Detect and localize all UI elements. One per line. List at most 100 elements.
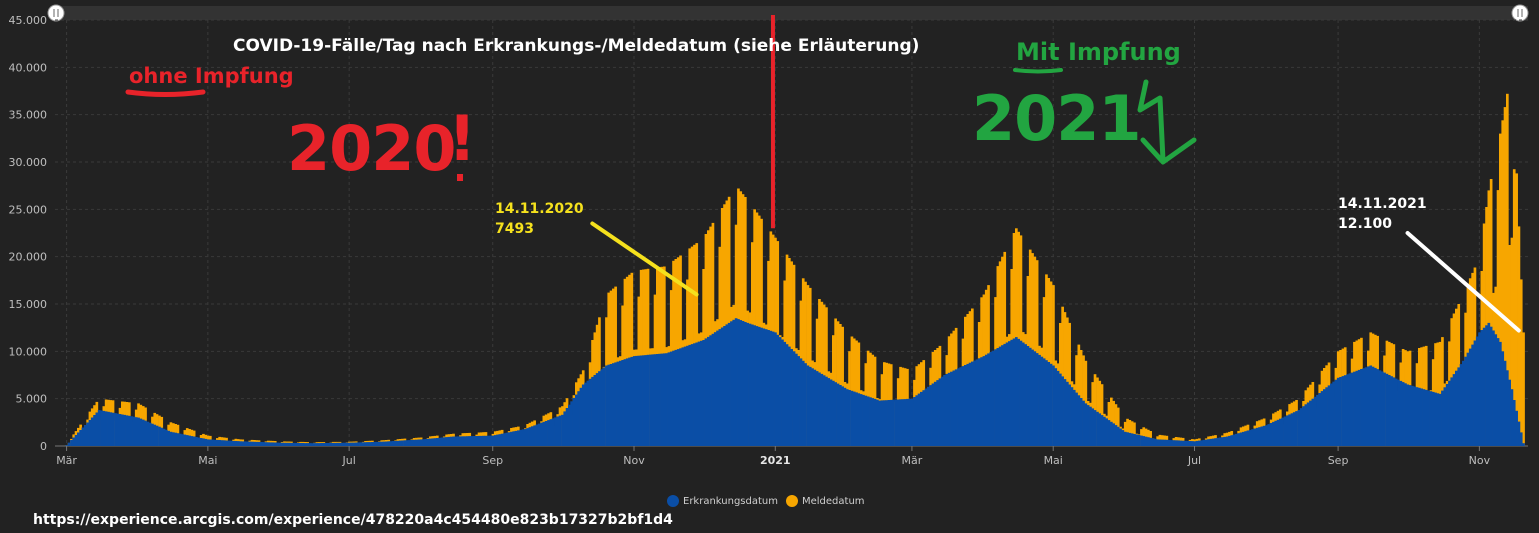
bar-erkrankungsdatum-1043 [1021, 342, 1025, 446]
bar-erkrankungsdatum-1213 [1415, 387, 1419, 446]
bar-erkrankungsdatum-1205 [1397, 379, 1400, 446]
bar-erkrankungsdatum-845 [563, 411, 567, 446]
bar-erkrankungsdatum-753 [350, 442, 353, 446]
bar-erkrankungsdatum-1172 [1320, 391, 1324, 446]
bar-erkrankungsdatum-935 [771, 331, 775, 446]
bar-erkrankungsdatum-861 [600, 369, 604, 446]
bar-erkrankungsdatum-1032 [996, 348, 1000, 446]
bar-erkrankungsdatum-802 [463, 436, 467, 446]
bar-erkrankungsdatum-828 [524, 429, 527, 446]
bar-erkrankungsdatum-875 [632, 356, 636, 446]
bar-erkrankungsdatum-968 [848, 390, 851, 446]
bar-erkrankungsdatum-838 [547, 420, 550, 446]
bar-meldedatum-622 [1506, 93, 1509, 447]
bar-erkrankungsdatum-778 [408, 440, 411, 446]
bar-erkrankungsdatum-947 [799, 358, 803, 446]
bar-erkrankungsdatum-965 [841, 386, 844, 446]
bar-erkrankungsdatum-1259 [1522, 443, 1525, 446]
bar-erkrankungsdatum-1075 [1096, 411, 1099, 446]
bar-erkrankungsdatum-672 [162, 428, 166, 446]
bar-meldedatum-293 [744, 197, 747, 446]
bar-erkrankungsdatum-954 [815, 371, 819, 446]
bar-erkrankungsdatum-673 [165, 429, 168, 446]
bar-erkrankungsdatum-645 [100, 410, 103, 446]
bar-erkrankungsdatum-711 [253, 441, 256, 446]
bar-erkrankungsdatum-808 [477, 435, 481, 446]
bar-meldedatum-618 [1496, 190, 1500, 446]
bar-erkrankungsdatum-969 [850, 390, 854, 446]
bar-erkrankungsdatum-774 [398, 440, 402, 446]
source-url[interactable]: https://experience.arcgis.com/experience… [33, 512, 673, 528]
bar-meldedatum-628 [1519, 279, 1523, 446]
bar-erkrankungsdatum-793 [442, 437, 446, 446]
bar-erkrankungsdatum-887 [660, 353, 664, 446]
bar-erkrankungsdatum-1026 [982, 356, 986, 446]
bar-erkrankungsdatum-985 [887, 400, 891, 446]
bar-erkrankungsdatum-853 [581, 384, 585, 446]
bar-erkrankungsdatum-973 [859, 394, 863, 446]
bar-erkrankungsdatum-1169 [1313, 396, 1317, 446]
bar-erkrankungsdatum-882 [649, 354, 652, 446]
bar-erkrankungsdatum-649 [109, 412, 113, 446]
bar-erkrankungsdatum-1114 [1186, 440, 1190, 446]
bar-erkrankungsdatum-1081 [1110, 421, 1113, 446]
bar-erkrankungsdatum-1181 [1341, 376, 1345, 446]
bar-erkrankungsdatum-754 [352, 442, 356, 446]
bar-erkrankungsdatum-1234 [1464, 356, 1467, 446]
exclamation-dot [457, 174, 463, 181]
bar-erkrankungsdatum-689 [202, 438, 205, 446]
bar-erkrankungsdatum-898 [686, 345, 689, 446]
bar-erkrankungsdatum-859 [595, 373, 599, 446]
legend-item-erkrankungsdatum[interactable]: Erkrankungsdatum [667, 495, 778, 507]
bar-erkrankungsdatum-1097 [1147, 437, 1150, 446]
bar-erkrankungsdatum-1110 [1177, 440, 1180, 446]
legend-item-meldedatum[interactable]: Meldedatum [786, 495, 865, 507]
bar-erkrankungsdatum-1058 [1056, 370, 1060, 446]
bar-erkrankungsdatum-764 [375, 441, 379, 446]
bar-erkrankungsdatum-1200 [1385, 373, 1389, 446]
scrollbar-track [50, 6, 1528, 20]
label-year-2021: 2021 [972, 82, 1142, 155]
x-tick-label: Nov [623, 454, 645, 467]
bar-meldedatum-417 [1031, 253, 1034, 446]
bar-erkrankungsdatum-1165 [1304, 404, 1308, 446]
bar-erkrankungsdatum-797 [452, 436, 455, 446]
bar-meldedatum-431 [1063, 312, 1067, 446]
bar-erkrankungsdatum-826 [519, 429, 523, 446]
bar-erkrankungsdatum-1146 [1260, 426, 1264, 446]
bar-erkrankungsdatum-834 [537, 423, 541, 446]
bar-erkrankungsdatum-1210 [1408, 385, 1412, 446]
bar-erkrankungsdatum-983 [883, 400, 886, 446]
bar-erkrankungsdatum-1164 [1302, 406, 1305, 446]
bar-erkrankungsdatum-635 [77, 432, 80, 446]
bar-erkrankungsdatum-1053 [1045, 360, 1048, 446]
bar-erkrankungsdatum-666 [148, 422, 152, 446]
annotation-2021: 14.11.2021 12.100 [1338, 194, 1427, 234]
bar-erkrankungsdatum-1242 [1482, 327, 1486, 446]
bar-erkrankungsdatum-1209 [1406, 384, 1410, 446]
bar-erkrankungsdatum-832 [533, 425, 536, 446]
bar-erkrankungsdatum-891 [669, 351, 673, 446]
annotation-2021-date: 14.11.2021 [1338, 196, 1427, 212]
bar-erkrankungsdatum-995 [910, 398, 914, 446]
bar-erkrankungsdatum-1087 [1123, 431, 1127, 446]
bar-erkrankungsdatum-821 [507, 432, 511, 446]
bar-erkrankungsdatum-1039 [1012, 338, 1016, 446]
bar-erkrankungsdatum-769 [387, 441, 391, 446]
bar-erkrankungsdatum-1130 [1223, 436, 1227, 446]
bar-erkrankungsdatum-895 [679, 348, 682, 446]
bar-erkrankungsdatum-1077 [1100, 415, 1104, 446]
bar-erkrankungsdatum-840 [551, 418, 555, 446]
y-tick-label: 5.000 [16, 393, 48, 406]
bar-erkrankungsdatum-1192 [1367, 366, 1370, 446]
scrollbar[interactable] [47, 4, 1529, 22]
bar-erkrankungsdatum-676 [172, 432, 175, 446]
label-mit-impfung: Mit Impfung [1016, 38, 1181, 66]
bar-erkrankungsdatum-958 [825, 376, 828, 446]
y-tick-label: 40.000 [9, 61, 48, 74]
y-tick-label: 30.000 [9, 156, 48, 169]
bar-erkrankungsdatum-659 [132, 416, 136, 446]
bar-erkrankungsdatum-1042 [1019, 340, 1023, 446]
bar-erkrankungsdatum-734 [306, 443, 309, 446]
bar-erkrankungsdatum-1091 [1133, 434, 1136, 446]
